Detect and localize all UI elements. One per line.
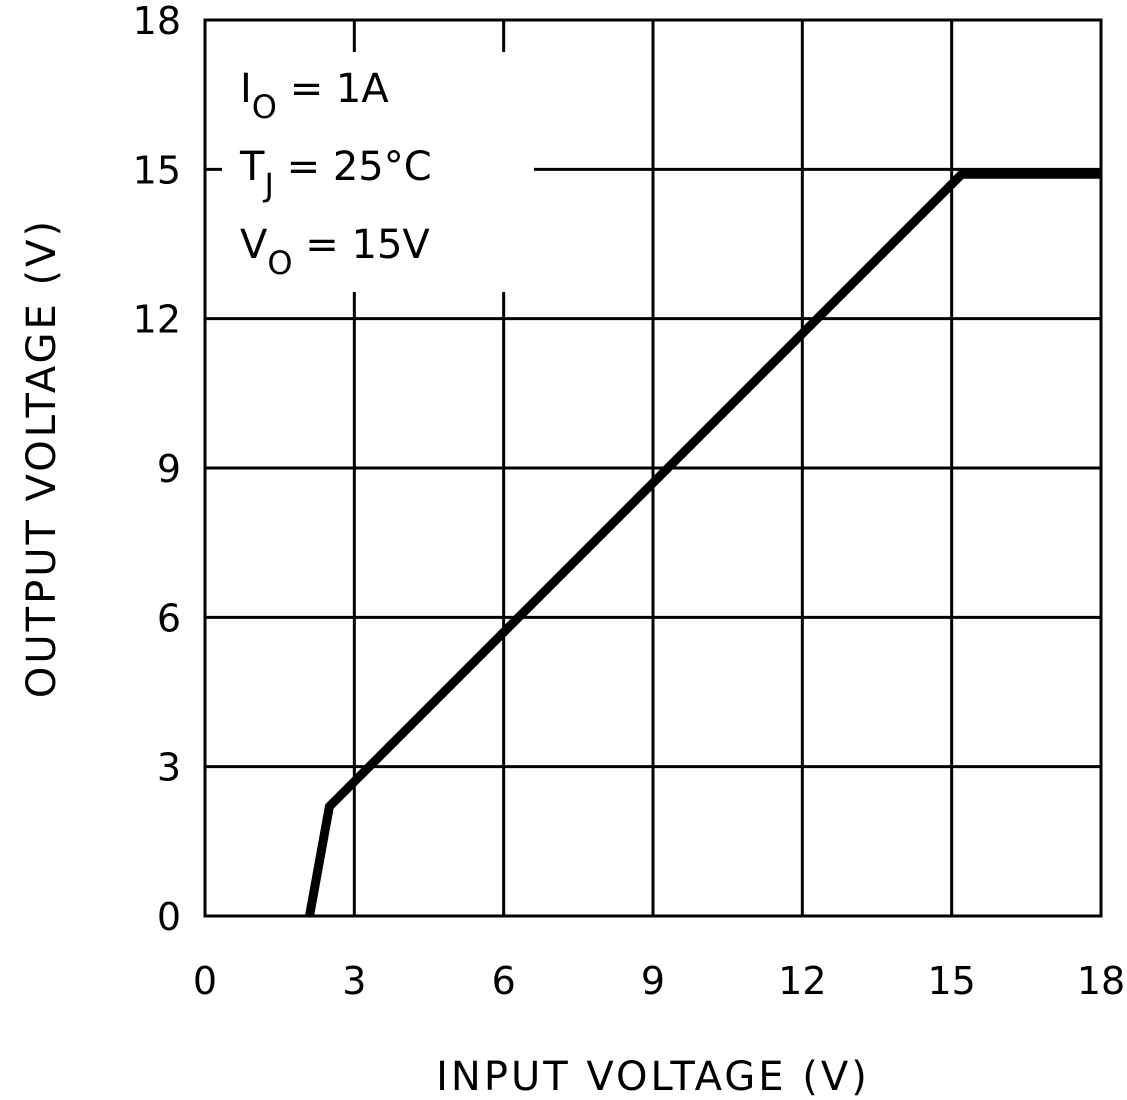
- x-tick-label: 15: [927, 959, 975, 1003]
- condition-line: VO = 15V: [240, 222, 430, 282]
- y-tick-label: 6: [157, 596, 181, 640]
- plot-frame: [203, 18, 1103, 918]
- series-line: [305, 169, 1101, 917]
- y-tick-label: 9: [157, 447, 181, 491]
- condition-value: = 15V: [293, 222, 431, 268]
- condition-line: IO = 1A: [240, 66, 389, 126]
- x-tick-label: 18: [1077, 959, 1125, 1003]
- x-tick-label: 9: [641, 959, 665, 1003]
- y-tick-label: 3: [157, 746, 181, 790]
- condition-subscript: O: [267, 244, 292, 282]
- y-tick-labels: 0 3 6 9 12 15 18: [133, 0, 181, 939]
- y-tick-label: 0: [157, 895, 181, 939]
- x-tick-label: 6: [492, 959, 516, 1003]
- y-tick-label: 15: [133, 148, 181, 192]
- x-axis-label: INPUT VOLTAGE (V): [436, 1054, 870, 1100]
- condition-symbol: T: [239, 144, 265, 190]
- x-tick-labels: 0 3 6 9 12 15 18: [193, 959, 1125, 1003]
- condition-subscript: J: [262, 166, 273, 204]
- condition-value: = 25°C: [274, 144, 432, 190]
- condition-value: = 1A: [277, 66, 389, 112]
- series-group: [305, 169, 1101, 917]
- y-axis-label: OUTPUT VOLTAGE (V): [19, 218, 65, 698]
- conditions-box: [222, 52, 534, 292]
- y-tick-label: 18: [133, 0, 181, 43]
- y-tick-label: 12: [133, 298, 181, 342]
- condition-subscript: O: [252, 88, 277, 126]
- x-tick-label: 3: [342, 959, 366, 1003]
- x-tick-label: 0: [193, 959, 217, 1003]
- condition-symbol: I: [240, 66, 252, 112]
- condition-line: TJ = 25°C: [239, 144, 432, 204]
- x-tick-label: 12: [778, 959, 826, 1003]
- condition-symbol: V: [240, 222, 268, 268]
